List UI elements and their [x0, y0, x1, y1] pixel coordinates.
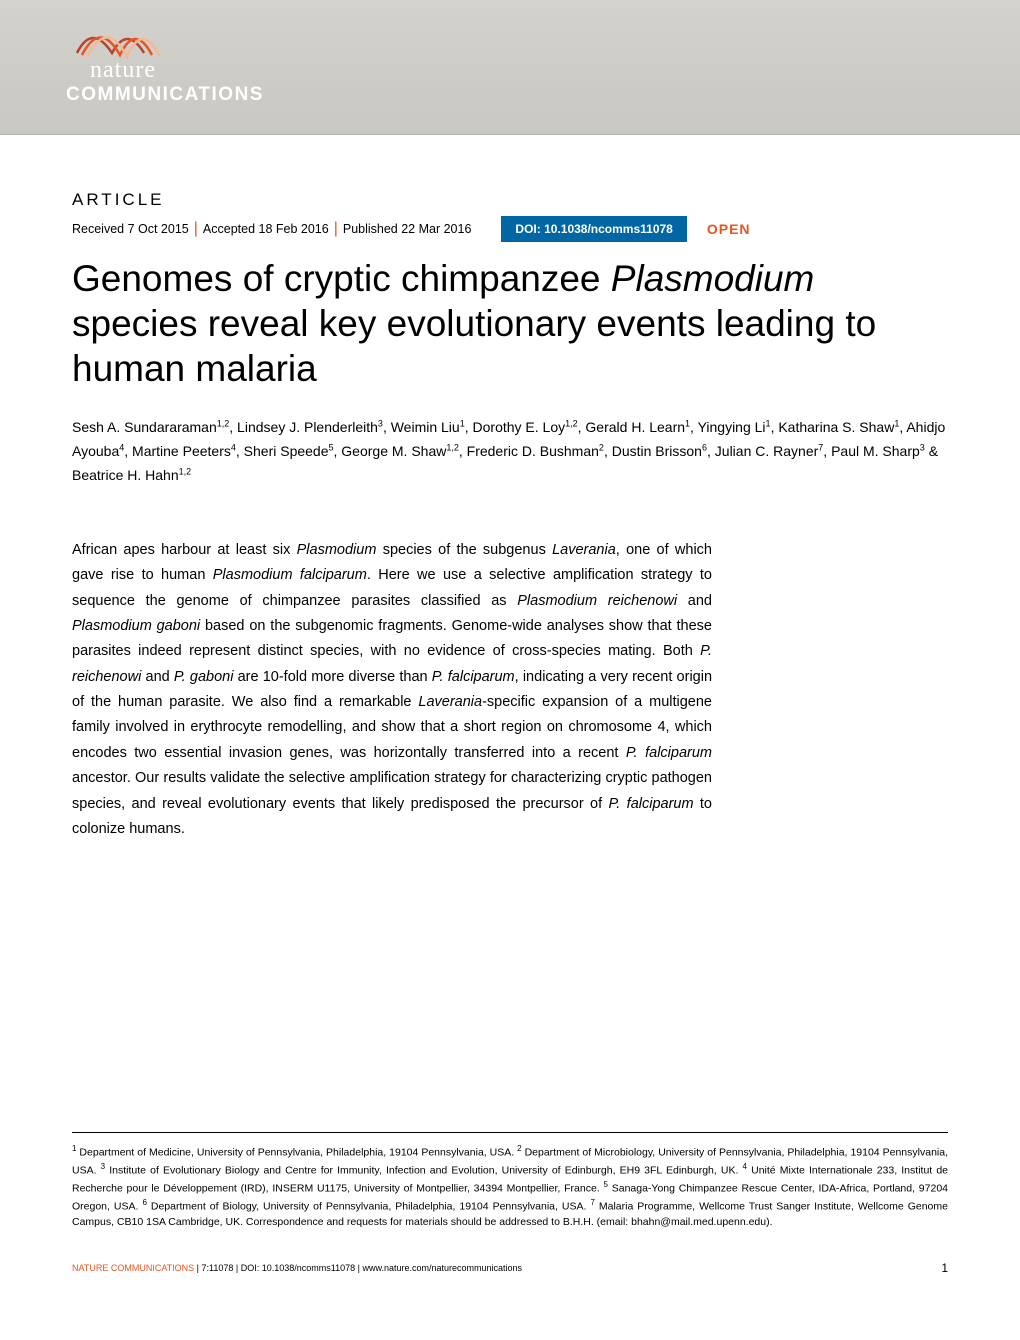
date-separator: |: [194, 220, 198, 238]
journal-header: nature COMMUNICATIONS: [0, 0, 1020, 135]
published-date: Published 22 Mar 2016: [343, 222, 472, 236]
footer-citation: NATURE COMMUNICATIONS | 7:11078 | DOI: 1…: [72, 1263, 522, 1273]
author-list: Sesh A. Sundararaman1,2, Lindsey J. Plen…: [72, 416, 948, 487]
abstract-text: African apes harbour at least six Plasmo…: [72, 538, 712, 843]
footer-citation-details: | 7:11078 | DOI: 10.1038/ncomms11078 | w…: [194, 1263, 522, 1273]
received-date: Received 7 Oct 2015: [72, 222, 189, 236]
metadata-row: Received 7 Oct 2015 | Accepted 18 Feb 20…: [72, 216, 948, 242]
logo-swoosh-icon: [72, 15, 182, 60]
affiliation-divider: [72, 1132, 948, 1133]
logo-communications-text: COMMUNICATIONS: [66, 84, 264, 106]
page-footer: NATURE COMMUNICATIONS | 7:11078 | DOI: 1…: [0, 1261, 1020, 1300]
accepted-date: Accepted 18 Feb 2016: [203, 222, 329, 236]
page-number: 1: [941, 1261, 948, 1275]
journal-logo: nature COMMUNICATIONS: [72, 15, 264, 106]
footer-journal: NATURE COMMUNICATIONS: [72, 1263, 194, 1273]
article-title: Genomes of cryptic chimpanzee Plasmodium…: [72, 256, 948, 391]
article-type-label: ARTICLE: [72, 190, 948, 210]
logo-nature-text: nature: [90, 57, 264, 84]
article-content: ARTICLE Received 7 Oct 2015 | Accepted 1…: [0, 135, 1020, 1231]
doi-badge: DOI: 10.1038/ncomms11078: [501, 216, 686, 242]
date-separator: |: [334, 220, 338, 238]
affiliations-text: 1 Department of Medicine, University of …: [72, 1143, 948, 1230]
open-access-badge: OPEN: [707, 221, 751, 237]
